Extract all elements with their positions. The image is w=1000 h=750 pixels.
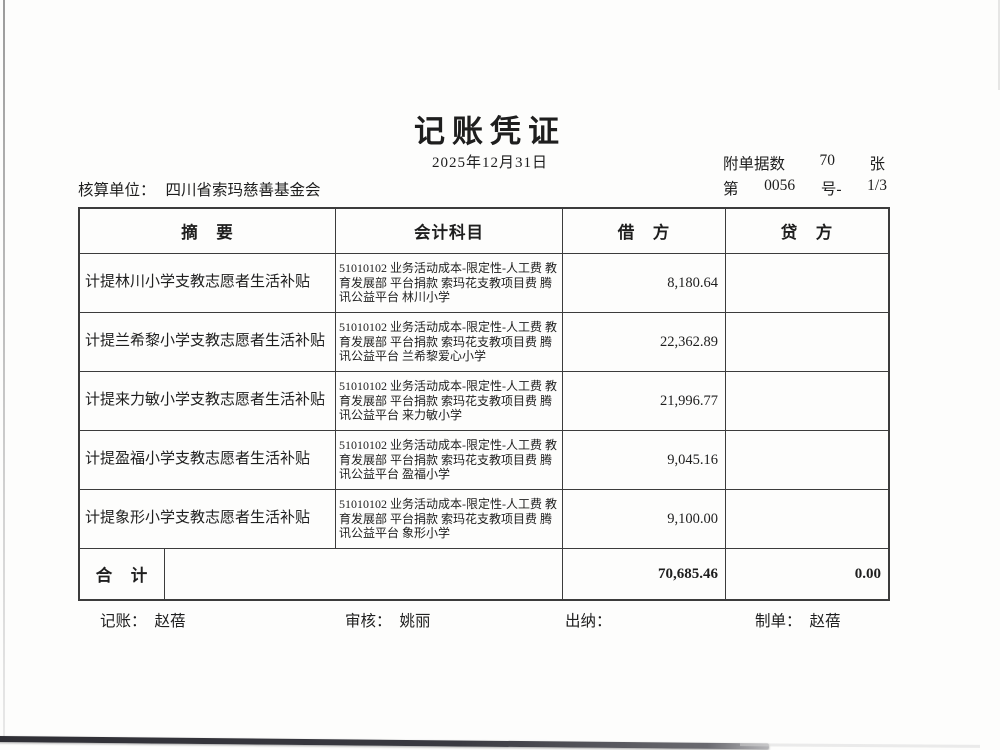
table-row: 计提兰希黎小学支教志愿者生活补贴 51010102 业务活动成本-限定性-人工费…	[80, 312, 888, 371]
row-debit: 9,045.16	[562, 431, 725, 489]
accounting-unit-name: 四川省索玛慈善基金会	[165, 182, 321, 199]
row-summary: 计提兰希黎小学支教志愿者生活补贴	[85, 333, 326, 350]
row-credit	[725, 372, 888, 430]
attachment-label: 附单据数	[723, 156, 786, 173]
voucher-title: 记账凭证	[414, 114, 566, 149]
reviewer-signature: 审核： 姚丽	[345, 609, 431, 631]
row-credit	[725, 254, 888, 312]
row-account: 51010102 业务活动成本-限定性-人工费 教育发展部 平台捐款 索玛花支教…	[335, 490, 562, 548]
total-filler	[164, 549, 562, 599]
table-total-row: 合 计 70,685.46 0.00	[80, 548, 888, 599]
accounting-unit-label: 核算单位：	[78, 182, 156, 199]
table-row: 计提盈福小学支教志愿者生活补贴 51010102 业务活动成本-限定性-人工费 …	[80, 430, 888, 489]
total-label: 合 计	[95, 566, 149, 585]
cashier-label: 出纳：	[565, 613, 612, 630]
row-debit: 9,100.00	[562, 490, 725, 548]
bookkeeper-name: 赵蓓	[154, 613, 186, 630]
attachment-count: 70	[819, 152, 836, 169]
reviewer-label: 审核：	[345, 613, 392, 630]
row-summary: 计提象形小学支教志愿者生活补贴	[85, 510, 311, 527]
voucher-table: 摘 要 会计科目 借 方 贷 方 计提林川小学支教志愿者生活补贴 5101010…	[78, 207, 890, 601]
accounting-unit-line: 核算单位： 四川省索玛慈善基金会	[78, 178, 321, 200]
row-account: 51010102 业务活动成本-限定性-人工费 教育发展部 平台捐款 索玛花支教…	[335, 431, 562, 489]
voucher-date: 2025年12月31日	[431, 155, 548, 171]
preparer-signature: 制单： 赵蓓	[755, 609, 841, 631]
header-account: 会计科目	[335, 209, 562, 253]
header-debit: 借 方	[562, 209, 725, 253]
row-debit: 22,362.89	[562, 313, 725, 371]
header-summary: 摘 要	[181, 223, 234, 242]
row-debit: 8,180.64	[562, 254, 725, 312]
voucher-page-indicator: 1/3	[867, 177, 887, 194]
scan-edge-right	[998, 0, 1000, 90]
table-row: 计提象形小学支教志愿者生活补贴 51010102 业务活动成本-限定性-人工费 …	[80, 489, 888, 548]
voucher-number-suffix: 号-	[820, 181, 842, 198]
header-credit: 贷 方	[725, 209, 888, 253]
scan-edge-bottom-shadow	[739, 743, 981, 748]
row-account: 51010102 业务活动成本-限定性-人工费 教育发展部 平台捐款 索玛花支教…	[335, 313, 562, 371]
total-credit: 0.00	[725, 549, 888, 599]
cashier-signature: 出纳：	[565, 609, 620, 631]
bookkeeper-label: 记账：	[100, 613, 147, 630]
scan-edge-bottom	[0, 736, 769, 750]
row-account: 51010102 业务活动成本-限定性-人工费 教育发展部 平台捐款 索玛花支教…	[335, 254, 562, 312]
row-credit	[725, 490, 888, 548]
table-row: 计提林川小学支教志愿者生活补贴 51010102 业务活动成本-限定性-人工费 …	[80, 253, 888, 312]
voucher-number-value: 0056	[764, 177, 796, 194]
table-row: 计提来力敏小学支教志愿者生活补贴 51010102 业务活动成本-限定性-人工费…	[80, 371, 888, 430]
row-debit: 21,996.77	[562, 372, 725, 430]
scan-edge-left	[3, 0, 5, 740]
attachment-count-line: 附单据数 70 张	[723, 152, 885, 174]
row-summary: 计提来力敏小学支教志愿者生活补贴	[85, 392, 326, 409]
voucher-number-prefix: 第	[723, 181, 739, 198]
row-credit	[725, 431, 888, 489]
table-header-row: 摘 要 会计科目 借 方 贷 方	[80, 209, 888, 253]
row-summary: 计提盈福小学支教志愿者生活补贴	[85, 451, 311, 468]
row-credit	[725, 313, 888, 371]
attachment-unit: 张	[869, 156, 885, 173]
preparer-label: 制单：	[755, 613, 802, 630]
preparer-name: 赵蓓	[809, 613, 841, 630]
total-debit: 70,685.46	[562, 549, 725, 599]
voucher-number-line: 第 0056 号- 1/3	[723, 177, 887, 199]
bookkeeper-signature: 记账： 赵蓓	[100, 609, 186, 631]
reviewer-name: 姚丽	[399, 613, 431, 630]
row-account: 51010102 业务活动成本-限定性-人工费 教育发展部 平台捐款 索玛花支教…	[335, 372, 562, 430]
row-summary: 计提林川小学支教志愿者生活补贴	[85, 274, 311, 291]
